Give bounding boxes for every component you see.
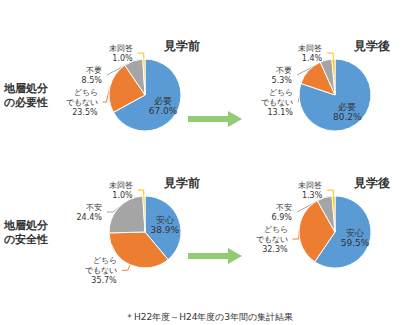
svg-text:未回答: 未回答 <box>298 181 322 190</box>
svg-text:8.5%: 8.5% <box>82 76 103 85</box>
svg-text:どちら: どちら <box>264 225 288 234</box>
svg-text:見学後: 見学後 <box>353 176 390 190</box>
svg-text:1.0%: 1.0% <box>112 191 133 200</box>
svg-text:の必要性: の必要性 <box>4 96 48 109</box>
svg-text:35.7%: 35.7% <box>91 276 117 285</box>
svg-text:でもない: でもない <box>85 266 117 275</box>
svg-text:1.0%: 1.0% <box>112 54 133 63</box>
svg-text:地層処分: 地層処分 <box>3 82 49 95</box>
svg-text:でもない: でもない <box>261 98 293 107</box>
svg-text:どちら: どちら <box>74 88 98 97</box>
svg-text:未回答: 未回答 <box>109 181 133 190</box>
svg-text:23.5%: 23.5% <box>72 108 98 117</box>
svg-text:の安全性: の安全性 <box>4 233 48 246</box>
svg-text:でもない: でもない <box>256 235 288 244</box>
svg-text:38.9%: 38.9% <box>150 225 179 235</box>
svg-text:地層処分: 地層処分 <box>3 219 49 232</box>
svg-text:24.4%: 24.4% <box>77 213 103 222</box>
svg-text:未回答: 未回答 <box>298 44 322 53</box>
svg-text:未回答: 未回答 <box>109 44 133 53</box>
svg-text:不安: 不安 <box>86 203 102 212</box>
svg-text:安心: 安心 <box>156 215 174 225</box>
svg-text:32.3%: 32.3% <box>262 245 288 254</box>
svg-text:どちら: どちら <box>93 256 117 265</box>
svg-text:不要: 不要 <box>276 66 292 75</box>
svg-text:必要: 必要 <box>338 102 356 112</box>
svg-text:どちら: どちら <box>269 88 293 97</box>
svg-text:6.9%: 6.9% <box>272 213 293 222</box>
svg-text:13.1%: 13.1% <box>268 108 294 117</box>
svg-text:でもない: でもない <box>66 98 98 107</box>
svg-text:不要: 不要 <box>86 66 102 75</box>
svg-text:1.4%: 1.4% <box>302 54 323 63</box>
svg-text:安心: 安心 <box>346 228 364 238</box>
svg-text:59.5%: 59.5% <box>341 238 370 248</box>
svg-text:見学前: 見学前 <box>163 39 200 53</box>
svg-text:見学後: 見学後 <box>353 39 390 53</box>
svg-text:見学前: 見学前 <box>163 176 200 190</box>
svg-text:67.0%: 67.0% <box>149 106 178 116</box>
svg-text:不安: 不安 <box>276 203 292 212</box>
svg-text:＊H22年度～H24年度の3年間の集計結果: ＊H22年度～H24年度の3年間の集計結果 <box>125 312 293 322</box>
svg-text:1.3%: 1.3% <box>302 191 323 200</box>
svg-text:80.2%: 80.2% <box>333 112 362 122</box>
svg-text:5.3%: 5.3% <box>272 76 293 85</box>
svg-text:必要: 必要 <box>154 96 172 106</box>
